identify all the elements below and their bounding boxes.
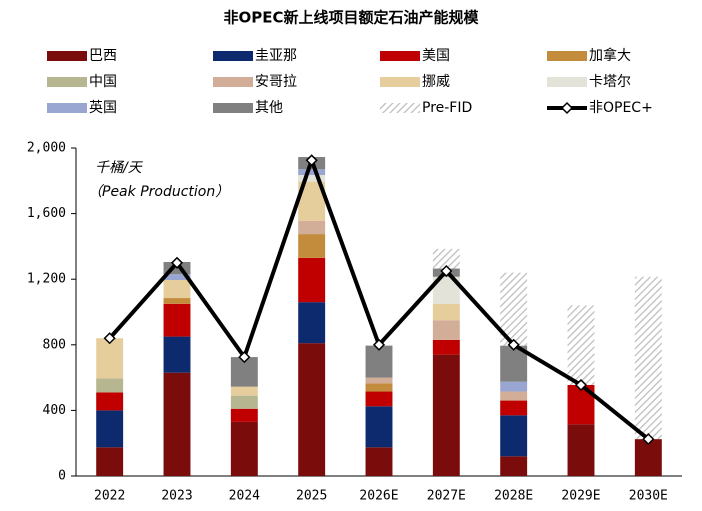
legend-swatch [213,51,253,61]
legend-label: 卡塔尔 [589,74,631,90]
bar-segment [500,456,528,476]
legend-label: 英国 [89,99,117,116]
bar-segment [96,338,124,379]
bar-segment [230,408,258,422]
legend-label: 安哥拉 [255,74,297,90]
bar-segment [500,415,528,457]
line-marker [574,378,588,392]
bar-segment [365,391,393,407]
bar-segment [432,320,460,340]
legend-swatch [380,51,420,61]
y-tick-label: 1,200 [27,272,66,287]
bar-segment [163,298,191,304]
bar-segment [96,410,124,448]
bar-segment [567,305,595,385]
bar-segment [432,354,460,476]
line-marker [170,256,184,269]
x-tick-label: 2024 [229,489,260,504]
legend-swatch [47,51,87,61]
bar-segment [163,274,191,281]
bar-segment [230,386,258,396]
legend-swatch [547,51,587,61]
x-tick-label: 2023 [161,489,192,504]
bar-segment [298,302,326,344]
x-tick-label: 2022 [94,489,125,504]
legend-label: Pre-FID [422,100,472,116]
line-marker [440,264,453,278]
x-tick-label: 2027E [427,489,466,504]
bar-segment [500,391,528,401]
line-marker [305,154,318,167]
legend-swatch [547,77,587,87]
bar-segment [365,377,393,384]
line-marker [372,338,386,351]
bar-segment [567,424,595,476]
bar-segment [365,447,393,476]
legend-swatch [380,103,420,113]
bar-segment [298,343,326,476]
legend-label: 圭亚那 [255,48,297,64]
bar-segment [230,421,258,476]
x-tick-label: 2026E [359,489,398,504]
y-tick-label: 800 [43,337,66,352]
line-marker [103,332,116,345]
bar-segment [96,392,124,411]
peak-note: （Peak Production） [88,184,229,200]
bar-segment [163,280,191,299]
bar-segment [432,303,460,321]
bar-segment [96,447,124,476]
legend-label: 美国 [422,48,450,64]
line-marker [238,351,251,364]
bar-segment [500,381,528,392]
chart-title: 非OPEC新上线项目额定石油产能规模 [223,9,479,27]
bar-segment [163,303,191,337]
bar-segment [96,378,124,393]
legend-swatch [213,77,253,87]
x-tick-label: 2025 [296,489,327,504]
bar-segment [163,336,191,373]
legend-label: 非OPEC+ [589,100,653,116]
y-tick-label: 400 [43,403,66,418]
bar-segment [365,345,393,378]
bar-segment [298,234,326,258]
x-tick-label: 2030E [629,489,668,504]
x-tick-label: 2029E [561,489,600,504]
bar-segment [634,276,662,440]
bar-segment [432,339,460,355]
bar-segment [298,220,326,235]
y-tick-label: 1,600 [27,206,66,221]
legend-swatch [47,77,87,87]
bar-segment [500,400,528,416]
bar-segment [365,383,393,392]
unit-note: 千桶/天 [95,160,144,176]
legend-label: 其他 [255,100,283,116]
legend-label: 挪威 [422,74,450,90]
y-tick-label: 0 [58,469,66,484]
bar-segment [365,406,393,448]
legend-swatch [380,77,420,87]
bar-segment [298,175,326,182]
legend-swatch [213,103,253,113]
x-tick-label: 2028E [494,489,533,504]
bar-segment [230,395,258,409]
bar-segment [298,257,326,303]
bar-segment [298,169,326,176]
line-marker [642,433,655,446]
bar-segment [634,439,662,476]
legend-label: 巴西 [89,48,117,64]
legend-label: 中国 [89,74,117,90]
legend-swatch [47,103,87,113]
legend-label: 加拿大 [589,47,631,64]
legend-marker [560,101,574,115]
y-tick-label: 2,000 [27,141,66,156]
bar-segment [432,248,460,269]
bar-segment [163,372,191,476]
line-marker [507,338,520,351]
